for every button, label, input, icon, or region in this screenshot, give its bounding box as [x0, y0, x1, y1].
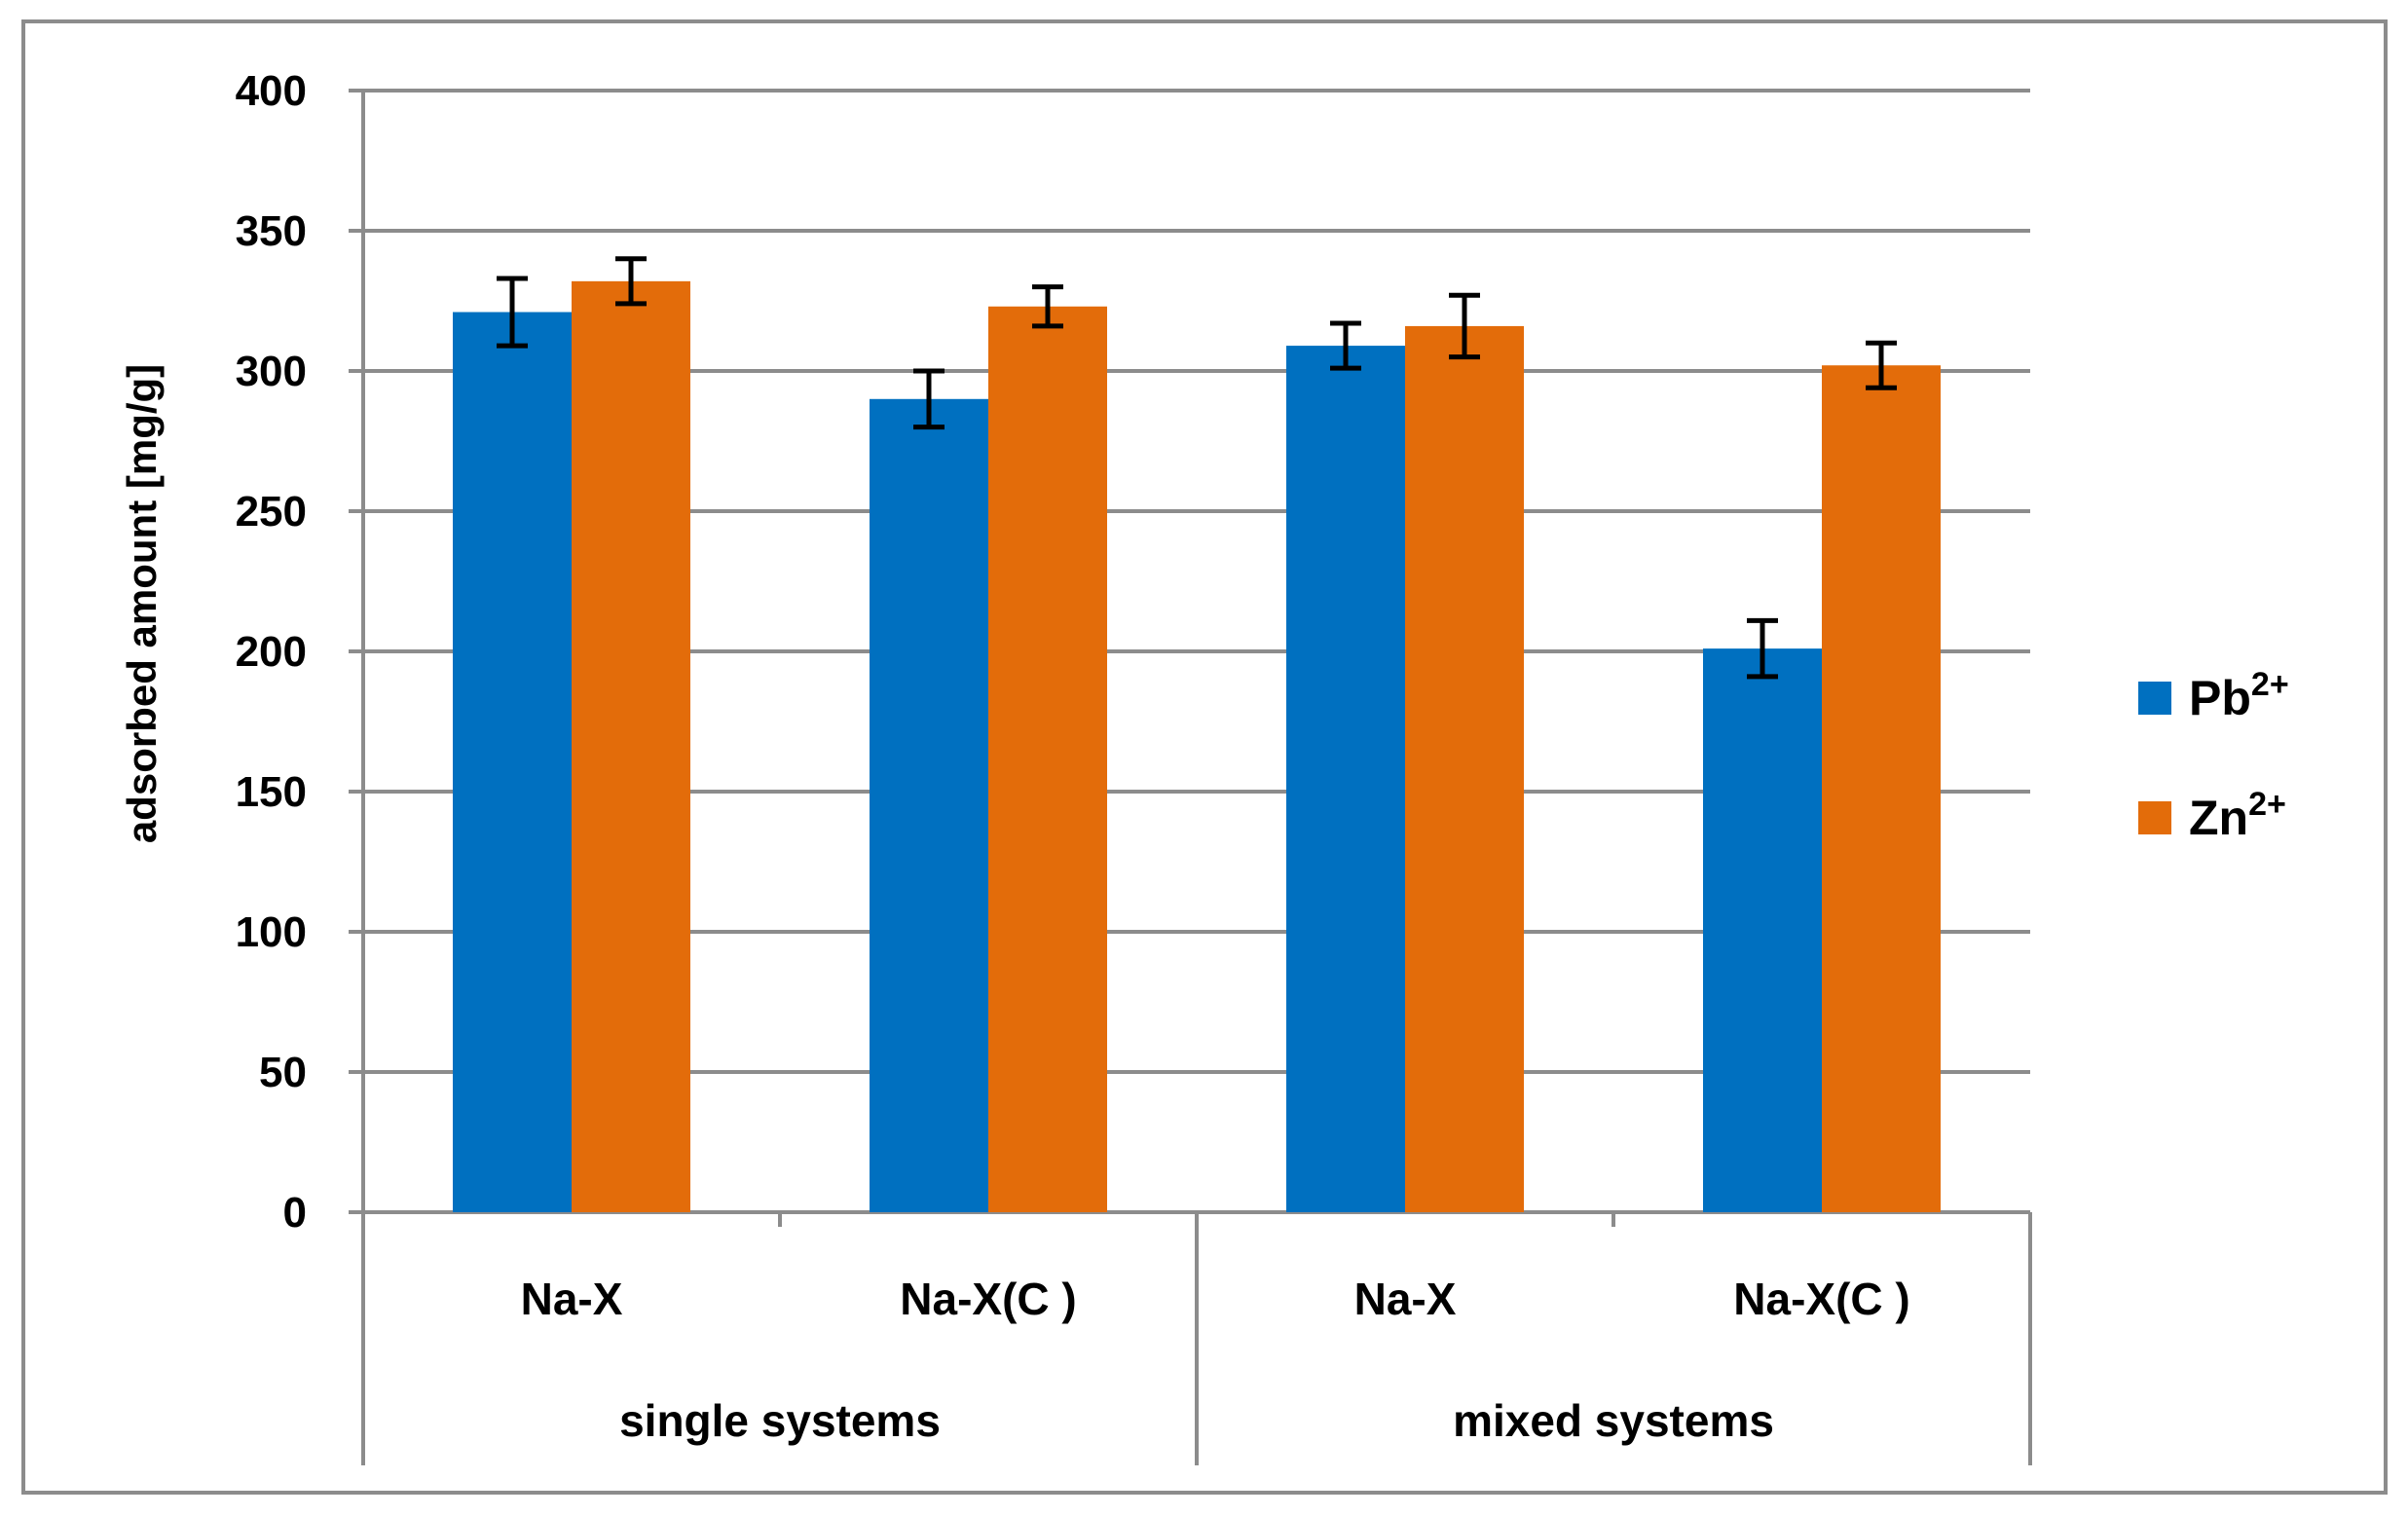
legend-swatch — [2138, 682, 2171, 715]
legend-swatch — [2138, 801, 2171, 834]
error-bar — [1449, 292, 1480, 360]
x-axis-categories: Na-X Na-X(C ) Na-X Na-X(C ) — [521, 1274, 1910, 1324]
error-bar — [1747, 617, 1778, 680]
bar — [1703, 648, 1822, 1212]
bars — [453, 280, 1941, 1213]
y-axis-ticks: 0 50 100 150 200 250 300 350 400 — [236, 67, 363, 1237]
x-tick-label: Na-X(C ) — [1733, 1274, 1909, 1324]
y-tick-label: 100 — [236, 908, 307, 956]
bar — [1286, 346, 1405, 1213]
x-axis-groups: single systems mixed systems — [619, 1395, 1774, 1446]
bar — [572, 280, 690, 1213]
legend-label: Zn2+ — [2189, 786, 2286, 845]
y-tick-label: 250 — [236, 488, 307, 536]
y-tick-label: 150 — [236, 768, 307, 816]
error-bar — [1866, 340, 1897, 390]
x-group-label: single systems — [619, 1395, 941, 1446]
y-tick-label: 350 — [236, 207, 307, 255]
x-tick-label: Na-X — [1354, 1274, 1457, 1324]
chart-frame — [21, 19, 2388, 1495]
bar — [870, 398, 988, 1212]
bar — [988, 306, 1107, 1212]
bar — [453, 312, 572, 1212]
legend-label: Pb2+ — [2189, 666, 2289, 725]
x-group-label: mixed systems — [1453, 1395, 1774, 1446]
y-tick-label: 50 — [259, 1049, 307, 1096]
error-bar — [497, 276, 528, 349]
y-tick-label: 200 — [236, 628, 307, 676]
error-bar — [1032, 284, 1063, 329]
error-bars — [497, 256, 1897, 680]
x-tick-label: Na-X — [521, 1274, 623, 1324]
bar — [1405, 325, 1524, 1212]
y-tick-label: 300 — [236, 348, 307, 395]
legend: Pb2+ Zn2+ — [2138, 666, 2289, 845]
y-axis-label: adsorbed amount [mg/g] — [119, 364, 165, 843]
error-bar — [913, 368, 945, 430]
x-tick-label: Na-X(C ) — [900, 1274, 1076, 1324]
error-bar — [1330, 320, 1361, 371]
y-tick-label: 0 — [283, 1189, 307, 1237]
y-tick-label: 400 — [236, 67, 307, 115]
error-bar — [615, 256, 647, 307]
bar — [1822, 365, 1941, 1212]
